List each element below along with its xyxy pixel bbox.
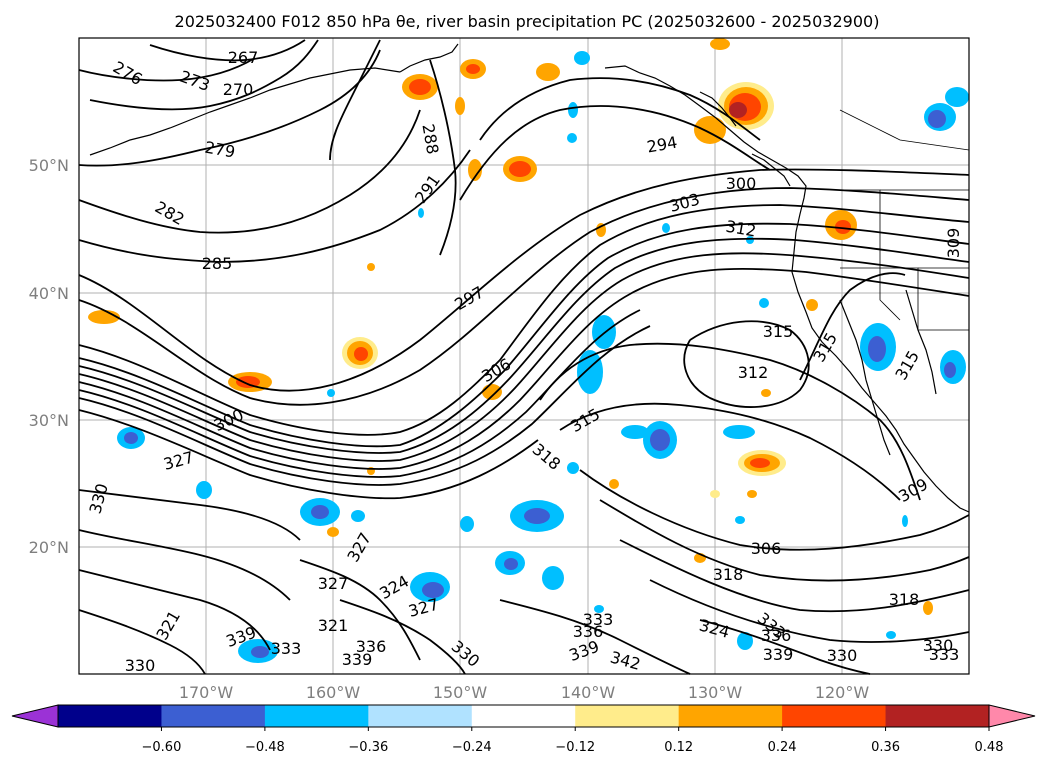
colorbar-cell — [885, 705, 990, 727]
colorbar-tick-label: −0.60 — [142, 740, 182, 755]
contour-label-336: 336 — [573, 622, 604, 641]
contour-label-333: 333 — [929, 645, 960, 664]
contour-label-336b: 336 — [356, 637, 387, 656]
colorbar-extend-max — [988, 704, 1036, 728]
colorbar-cell — [678, 705, 783, 727]
contour-label-321: 321 — [318, 616, 349, 635]
lon-label-130w: 130°W — [688, 683, 743, 702]
colorbar-tick-label: −0.24 — [452, 740, 492, 755]
contour-label-270: 270 — [223, 80, 254, 99]
contour-label-315: 315 — [763, 322, 794, 341]
lon-label-150w: 150°W — [433, 683, 488, 702]
contour-label-327b: 327 — [318, 574, 349, 593]
contour-label-339b: 339 — [342, 650, 373, 669]
contour-label-300: 300 — [726, 174, 757, 193]
contour-label-336c: 336 — [761, 626, 792, 645]
contour-label-267: 267 — [228, 48, 259, 67]
contour-label-285: 285 — [202, 254, 233, 273]
contour-label-318b: 318 — [713, 565, 744, 584]
contour-label-330e: 330 — [125, 656, 156, 675]
colorbar-cell — [161, 705, 266, 727]
colorbar-cell — [782, 705, 887, 727]
latitude-labels: 50°N 40°N 30°N 20°N — [29, 156, 69, 557]
lon-label-170w: 170°W — [179, 683, 234, 702]
colorbar: −0.60 −0.48 −0.36 −0.24 −0.12 0.12 0.24 0.36 0.4… — [11, 704, 1036, 755]
colorbar-tick-label: 0.48 — [975, 740, 1004, 755]
graticule — [79, 38, 969, 674]
colorbar-tick-label: −0.36 — [348, 740, 388, 755]
figure-title: 2025032400 F012 850 hPa θe, river basin … — [175, 12, 880, 31]
lat-label-40n: 40°N — [29, 284, 69, 303]
colorbar-tick-label: 0.24 — [768, 740, 797, 755]
contour-label-339c: 339 — [763, 645, 794, 664]
theta-e-contours — [78, 39, 970, 675]
longitude-labels: 170°W 160°W 150°W 140°W 130°W 120°W — [179, 683, 870, 702]
lat-label-20n: 20°N — [29, 538, 69, 557]
lon-label-160w: 160°W — [306, 683, 361, 702]
colorbar-frame — [57, 704, 990, 728]
contour-label-333b: 333 — [583, 610, 614, 629]
lat-label-30n: 30°N — [29, 411, 69, 430]
colorbar-cell — [368, 705, 473, 727]
lon-label-140w: 140°W — [561, 683, 616, 702]
contour-label-309b: 309 — [944, 228, 963, 259]
colorbar-cell — [575, 705, 680, 727]
colorbar-tick-labels: −0.60 −0.48 −0.36 −0.24 −0.12 0.12 0.24 0.36 0.4… — [142, 727, 1004, 755]
map-frame — [78, 37, 970, 675]
colorbar-tick-label: 0.12 — [664, 740, 693, 755]
colorbar-tick-label: −0.12 — [555, 740, 595, 755]
colorbar-tick-label: 0.36 — [871, 740, 900, 755]
map-panel: 267 270 273 276 279 282 285 288 291 294 … — [78, 37, 970, 675]
contour-label-330c: 330 — [827, 646, 858, 665]
colorbar-cells — [58, 705, 990, 727]
contour-label-306b: 306 — [751, 539, 782, 558]
lon-label-120w: 120°W — [815, 683, 870, 702]
lat-label-50n: 50°N — [29, 156, 69, 175]
colorbar-tick-label: −0.48 — [245, 740, 285, 755]
colorbar-extend-min — [11, 704, 59, 728]
contour-label-330d: 330 — [923, 636, 954, 655]
colorbar-cell — [58, 705, 162, 727]
contour-label-312b: 312 — [738, 363, 769, 382]
precip-pc-shading — [88, 38, 969, 663]
coastlines — [89, 43, 970, 513]
colorbar-cell — [264, 705, 369, 727]
colorbar-cell — [471, 705, 576, 727]
contour-label-333c: 333 — [271, 639, 302, 658]
contour-label-318c: 318 — [889, 590, 920, 609]
